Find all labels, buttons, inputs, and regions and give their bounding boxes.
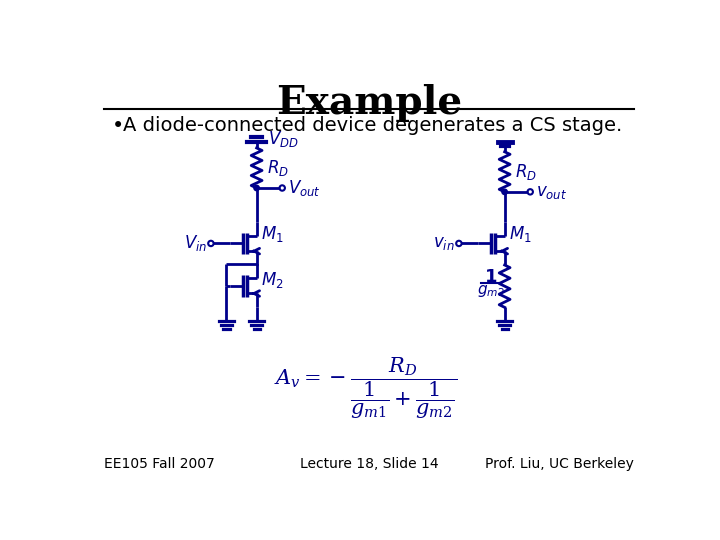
Text: $\mathbf{1}$: $\mathbf{1}$ [484,268,498,286]
Text: •: • [112,116,124,136]
Text: $\mathit{M}_1$: $\mathit{M}_1$ [261,224,284,244]
Text: EE105 Fall 2007: EE105 Fall 2007 [104,457,215,471]
Text: $\mathit{M}_1$: $\mathit{M}_1$ [509,224,532,244]
Text: $\mathit{v}_{out}$: $\mathit{v}_{out}$ [536,183,567,201]
Text: $A_v = -\dfrac{R_D}{\dfrac{1}{g_{m1}}+\dfrac{1}{g_{m2}}}$: $A_v = -\dfrac{R_D}{\dfrac{1}{g_{m1}}+\d… [274,356,456,421]
Text: $\mathit{v}_{in}$: $\mathit{v}_{in}$ [433,234,455,252]
Text: Lecture 18, Slide 14: Lecture 18, Slide 14 [300,457,438,471]
Text: $\mathit{V}_{out}$: $\mathit{V}_{out}$ [287,178,320,198]
Circle shape [254,185,259,191]
Text: $\mathit{V}_{DD}$: $\mathit{V}_{DD}$ [269,130,299,150]
Text: $\mathit{V}_{in}$: $\mathit{V}_{in}$ [184,233,207,253]
Text: $\mathit{R}_D$: $\mathit{R}_D$ [267,158,289,178]
Text: Example: Example [276,84,462,122]
Circle shape [502,189,508,194]
Text: $\mathit{R}_D$: $\mathit{R}_D$ [516,162,537,182]
Text: $\mathit{M}_2$: $\mathit{M}_2$ [261,269,284,289]
Text: $\mathit{g}_{m2}$: $\mathit{g}_{m2}$ [477,283,505,299]
Text: Prof. Liu, UC Berkeley: Prof. Liu, UC Berkeley [485,457,634,471]
Text: A diode-connected device degenerates a CS stage.: A diode-connected device degenerates a C… [122,116,622,134]
